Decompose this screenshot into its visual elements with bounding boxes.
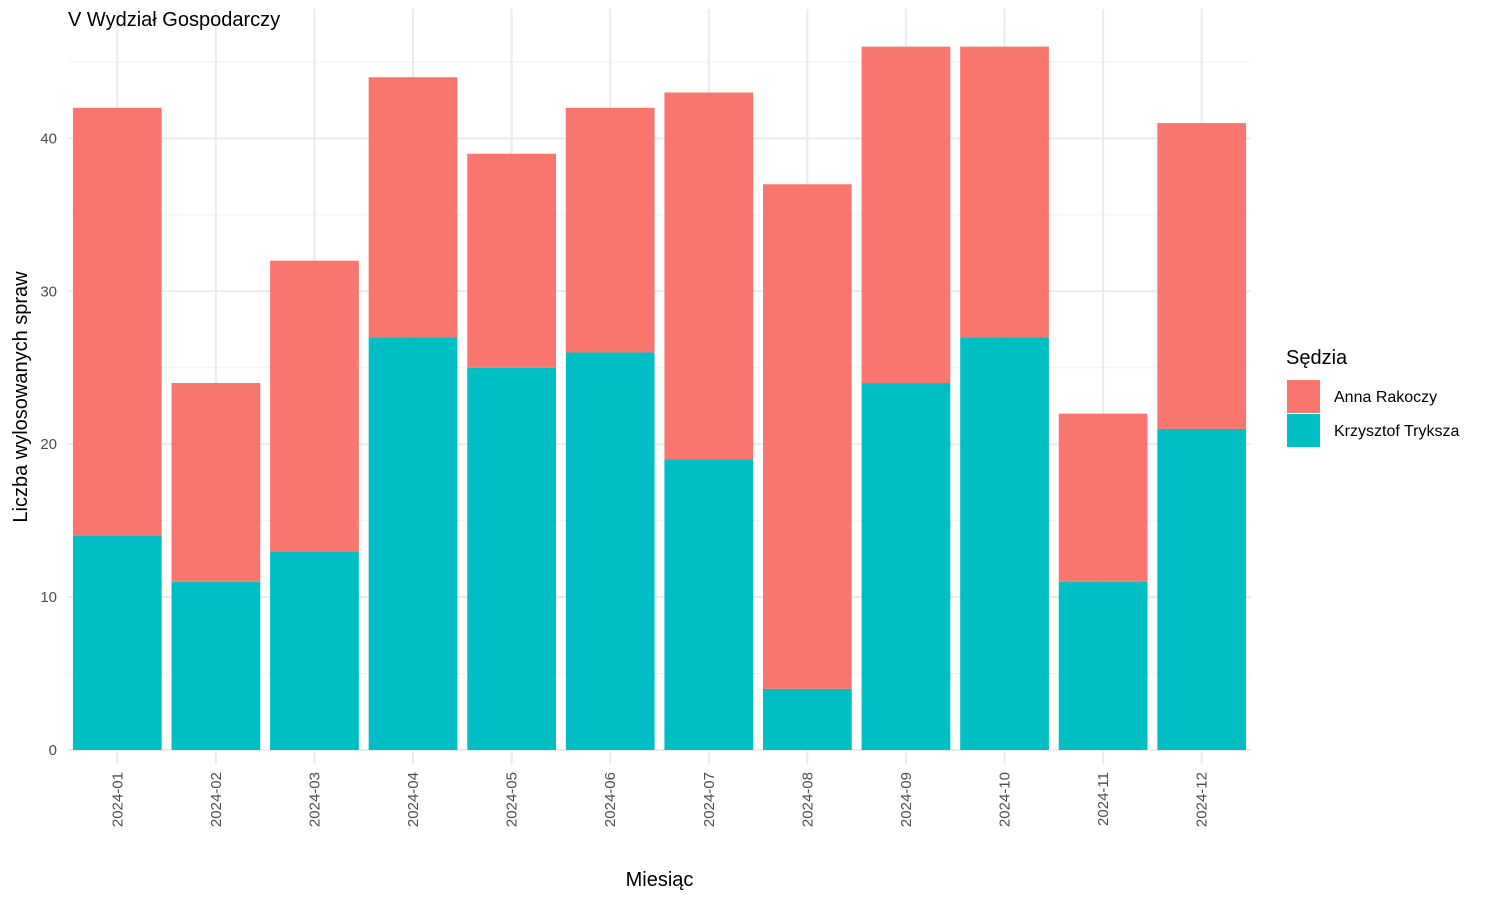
bar-anna-rakoczy-2024-07 — [664, 92, 754, 460]
bar-krzysztof-tryksza-2024-05 — [467, 367, 556, 750]
x-axis-ticks: 2024-01 2024-02 2024-03 2024-04 2024-05 2024-… — [109, 772, 1210, 827]
x-axis-title: Miesiąc — [626, 869, 694, 891]
bars — [72, 46, 1247, 750]
bar-krzysztof-tryksza-2024-06 — [565, 352, 655, 750]
bar-anna-rakoczy-2024-05 — [467, 153, 556, 368]
legend-label: Anna Rakoczy — [1334, 389, 1437, 406]
y-axis-title: Liczba wylosowanych spraw — [10, 271, 32, 523]
legend-swatch — [1287, 380, 1320, 413]
x-tick-label: 2024-06 — [602, 772, 619, 827]
bar-anna-rakoczy-2024-02 — [171, 383, 261, 582]
bar-anna-rakoczy-2024-10 — [960, 46, 1049, 338]
bar-krzysztof-tryksza-2024-02 — [171, 581, 261, 750]
bar-anna-rakoczy-2024-03 — [270, 260, 359, 552]
chart-title: V Wydział Gospodarczy — [68, 9, 280, 31]
bar-anna-rakoczy-2024-08 — [763, 184, 852, 689]
x-tick-label: 2024-01 — [109, 772, 126, 827]
legend-swatch — [1287, 414, 1320, 447]
x-tick-label: 2024-02 — [208, 772, 225, 827]
x-tick-label: 2024-10 — [997, 772, 1014, 827]
bar-krzysztof-tryksza-2024-08 — [763, 688, 852, 750]
x-tick-label: 2024-12 — [1194, 772, 1211, 827]
bar-krzysztof-tryksza-2024-07 — [664, 459, 754, 750]
y-tick-label: 40 — [40, 130, 57, 147]
x-tick-label: 2024-09 — [898, 772, 915, 827]
bar-krzysztof-tryksza-2024-12 — [1157, 428, 1247, 750]
bar-anna-rakoczy-2024-06 — [565, 107, 655, 353]
x-tick-label: 2024-03 — [306, 772, 323, 827]
bar-krzysztof-tryksza-2024-04 — [368, 337, 458, 750]
y-tick-label: 0 — [49, 742, 57, 759]
bar-krzysztof-tryksza-2024-09 — [861, 383, 951, 750]
y-tick-label: 20 — [40, 436, 57, 453]
legend-title: Sędzia — [1286, 347, 1348, 369]
x-tick-label: 2024-05 — [504, 772, 521, 827]
bar-anna-rakoczy-2024-12 — [1157, 123, 1247, 429]
y-tick-label: 30 — [40, 283, 57, 300]
bar-anna-rakoczy-2024-11 — [1058, 413, 1148, 582]
bar-krzysztof-tryksza-2024-11 — [1058, 581, 1148, 750]
legend-items: Anna Rakoczy Krzysztof Tryksza — [1287, 380, 1459, 447]
x-tick-label: 2024-07 — [701, 772, 718, 827]
legend-label: Krzysztof Tryksza — [1334, 423, 1459, 440]
legend: Sędzia Anna Rakoczy Krzysztof Tryksza — [1286, 347, 1459, 447]
x-tick-label: 2024-08 — [799, 772, 816, 827]
bar-anna-rakoczy-2024-09 — [861, 46, 951, 384]
bar-anna-rakoczy-2024-01 — [72, 107, 162, 536]
bar-krzysztof-tryksza-2024-10 — [960, 337, 1049, 750]
y-axis-ticks: 0 10 20 30 40 — [40, 130, 57, 759]
x-tick-label: 2024-11 — [1095, 772, 1112, 826]
x-tick-label: 2024-04 — [405, 772, 422, 827]
bar-krzysztof-tryksza-2024-03 — [270, 551, 359, 750]
bar-anna-rakoczy-2024-04 — [368, 77, 458, 338]
y-tick-label: 10 — [40, 589, 57, 606]
bar-krzysztof-tryksza-2024-01 — [72, 535, 162, 750]
